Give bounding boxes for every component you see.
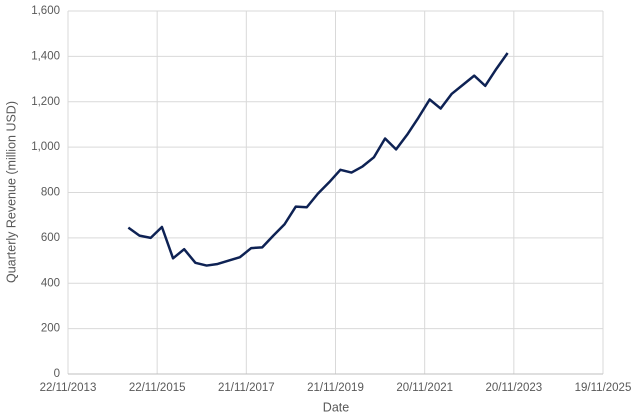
y-tick-label: 1,000 — [31, 141, 60, 153]
y-axis-title: Quarterly Revenue (million USD) — [4, 101, 18, 283]
x-axis-title: Date — [323, 400, 349, 414]
x-tick-label: 19/11/2025 — [575, 382, 632, 394]
y-tick-label: 200 — [41, 323, 60, 335]
y-tick-label: 1,200 — [31, 96, 60, 108]
x-tick-label: 22/11/2015 — [129, 382, 186, 394]
y-tick-label: 0 — [54, 368, 60, 380]
x-tick-label: 21/11/2019 — [307, 382, 364, 394]
data-line — [127, 52, 509, 267]
y-tick-label: 1,600 — [31, 5, 60, 17]
y-tick-label: 800 — [41, 187, 60, 199]
y-tick-label: 600 — [41, 232, 60, 244]
x-tick-label: 20/11/2021 — [396, 382, 453, 394]
x-tick-label: 20/11/2023 — [485, 382, 542, 394]
y-tick-label: 400 — [41, 277, 60, 289]
x-tick-label: 22/11/2013 — [40, 382, 97, 394]
y-tick-label: 1,400 — [31, 50, 60, 62]
x-tick-label: 21/11/2017 — [218, 382, 275, 394]
